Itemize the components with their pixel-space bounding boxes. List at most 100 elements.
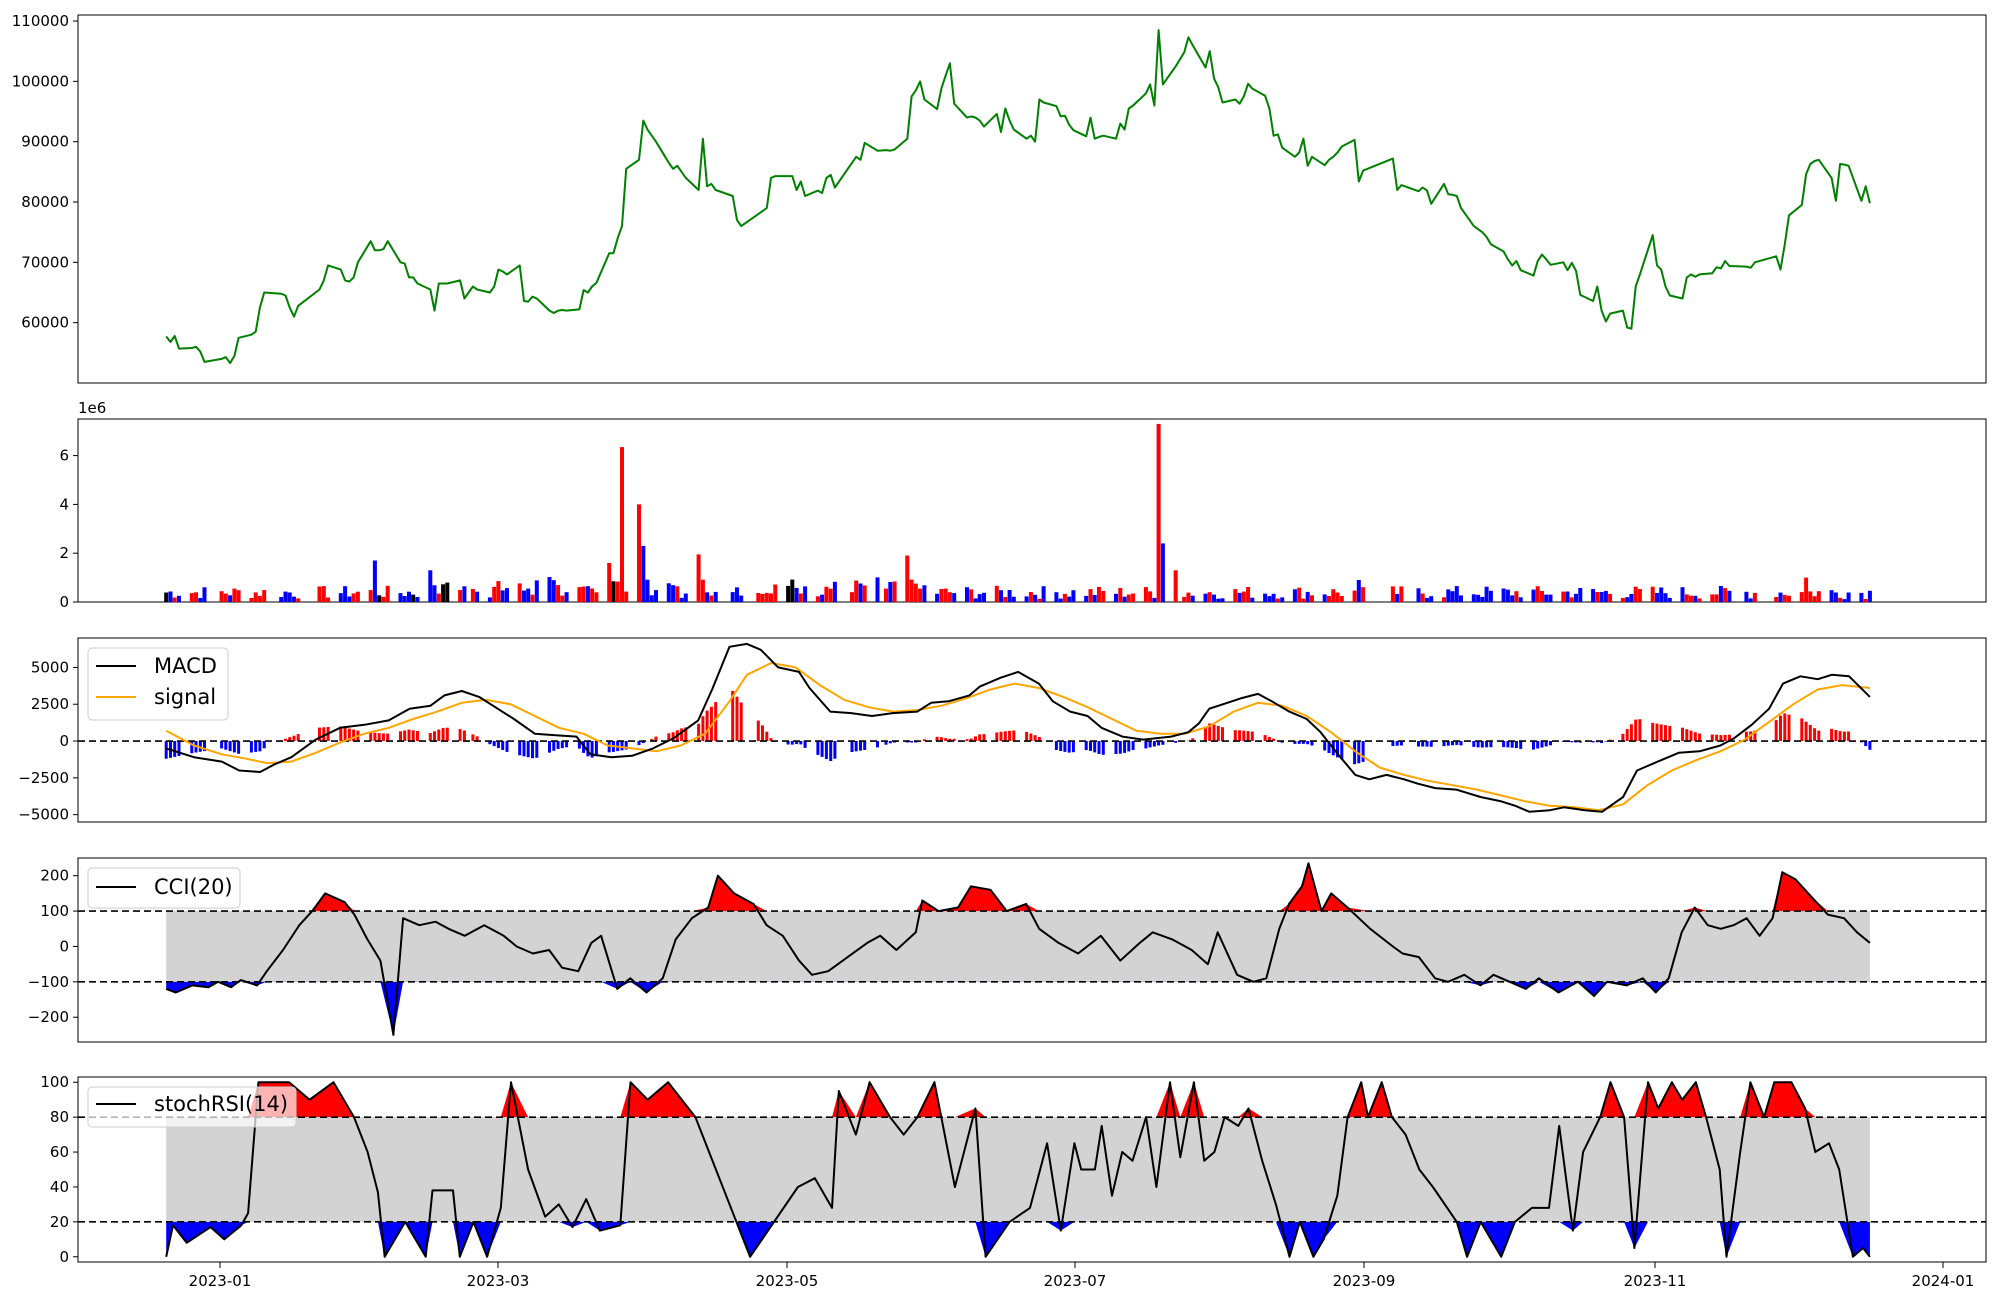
volume-bar xyxy=(1505,589,1510,602)
volume-bar xyxy=(1718,586,1723,602)
volume-bar xyxy=(935,593,940,602)
macd-histogram-bar xyxy=(1834,730,1838,742)
volume-bar xyxy=(585,586,590,602)
macd-histogram-bar xyxy=(1421,741,1425,747)
macd-histogram-bar xyxy=(790,741,794,745)
volume-bar xyxy=(441,584,446,602)
volume-bar xyxy=(1714,594,1719,602)
volume-bar xyxy=(965,587,969,602)
volume-bar xyxy=(1425,597,1429,602)
macd-histogram-bar xyxy=(1668,726,1672,742)
volume-bar xyxy=(505,588,509,602)
macd-histogram-bar xyxy=(1152,741,1156,747)
volume-bar xyxy=(1710,594,1715,602)
volume-bar xyxy=(620,447,624,602)
signal-line xyxy=(165,662,1871,812)
volume-bar xyxy=(1680,587,1685,602)
cci-legend-box xyxy=(87,867,241,909)
volume-bar xyxy=(1216,598,1221,602)
macd-ytick-label: −2500 xyxy=(18,769,69,787)
x-tick-label: 2023-11 xyxy=(1624,1272,1687,1290)
volume-bar xyxy=(1531,589,1536,602)
macd-histogram-bar xyxy=(292,735,296,742)
macd-histogram-bar xyxy=(1472,741,1476,747)
volume-bar xyxy=(884,588,888,602)
macd-histogram-bar xyxy=(565,741,569,748)
volume-bar xyxy=(756,593,761,602)
volume-bar xyxy=(739,595,744,602)
price-ytick-label: 110000 xyxy=(12,12,69,30)
macd-histogram-bar xyxy=(731,690,735,741)
volume-bar xyxy=(1684,594,1689,602)
macd-histogram-bar xyxy=(441,727,445,742)
volume-bar xyxy=(1446,589,1451,602)
volume-bar xyxy=(1241,591,1246,602)
macd-histogram-bar xyxy=(445,727,449,741)
volume-bar xyxy=(798,593,803,602)
macd-histogram-bar xyxy=(437,729,441,742)
macd-histogram-bar xyxy=(667,733,671,742)
macd-line xyxy=(165,642,1871,813)
volume-bar xyxy=(1182,596,1187,602)
volume-bar xyxy=(943,588,948,602)
volume-bar xyxy=(223,593,228,602)
volume-bar xyxy=(1297,587,1302,602)
macd-ytick-label: 5000 xyxy=(31,658,69,676)
macd-histogram-bar xyxy=(458,729,462,742)
macd-histogram-bar xyxy=(829,741,833,761)
macd-histogram-bar xyxy=(288,737,292,741)
macd-histogram-bar xyxy=(1306,741,1310,745)
volume-bar xyxy=(458,590,463,602)
macd-histogram-bar xyxy=(433,731,436,742)
volume-bar xyxy=(913,583,918,602)
volume-bar xyxy=(445,582,450,602)
macd-histogram-bar xyxy=(1459,741,1463,746)
macd-histogram-bar xyxy=(995,732,999,741)
macd-histogram-bar xyxy=(1144,741,1148,749)
volume-bar xyxy=(1058,598,1063,602)
volume-bar xyxy=(517,583,522,602)
volume-bar xyxy=(654,590,658,602)
price-line xyxy=(165,29,1871,365)
volume-bar xyxy=(820,594,825,602)
volume-bar xyxy=(1603,590,1608,602)
volume-bar xyxy=(470,589,475,602)
stochrsi-ytick-label: 20 xyxy=(50,1213,69,1231)
volume-bar xyxy=(679,597,684,602)
macd-histogram-bar xyxy=(1715,734,1719,741)
volume-bar xyxy=(1263,593,1268,602)
volume-bar xyxy=(1203,593,1208,602)
macd-histogram-bar xyxy=(416,731,419,742)
volume-bar xyxy=(713,591,718,602)
volume-bar xyxy=(1723,588,1728,602)
macd-histogram-bar xyxy=(173,741,177,757)
volume-bar xyxy=(189,593,194,602)
volume-bar xyxy=(1186,592,1191,602)
volume-bar xyxy=(462,586,467,602)
volume-bar xyxy=(892,581,897,602)
macd-histogram-bar xyxy=(1779,715,1782,742)
volume-bar xyxy=(939,589,944,602)
volume-bar xyxy=(760,594,765,602)
volume-bar xyxy=(1301,598,1306,602)
volume-bar xyxy=(1637,589,1642,602)
volume-bar xyxy=(381,596,386,602)
volume-bar xyxy=(1752,592,1757,602)
macd-histogram-bar xyxy=(475,736,479,741)
macd-histogram-bar xyxy=(190,741,194,754)
macd-histogram-bar xyxy=(854,741,858,752)
volume-bar xyxy=(769,593,773,602)
macd-histogram-bar xyxy=(1753,730,1757,741)
macd-histogram-bar xyxy=(1191,738,1195,741)
volume-bar xyxy=(283,591,288,602)
volume-bar xyxy=(1774,597,1779,602)
macd-histogram-bar xyxy=(249,741,253,753)
macd-histogram-bar xyxy=(982,734,986,742)
macd-histogram-bar xyxy=(1118,741,1122,754)
macd-histogram-bar xyxy=(586,741,590,757)
macd-histogram-bar xyxy=(884,741,888,745)
macd-histogram-bar xyxy=(1485,741,1489,748)
macd-histogram-bar xyxy=(1838,731,1842,742)
volume-bar xyxy=(1160,543,1165,602)
macd-histogram-bar xyxy=(1808,724,1812,741)
